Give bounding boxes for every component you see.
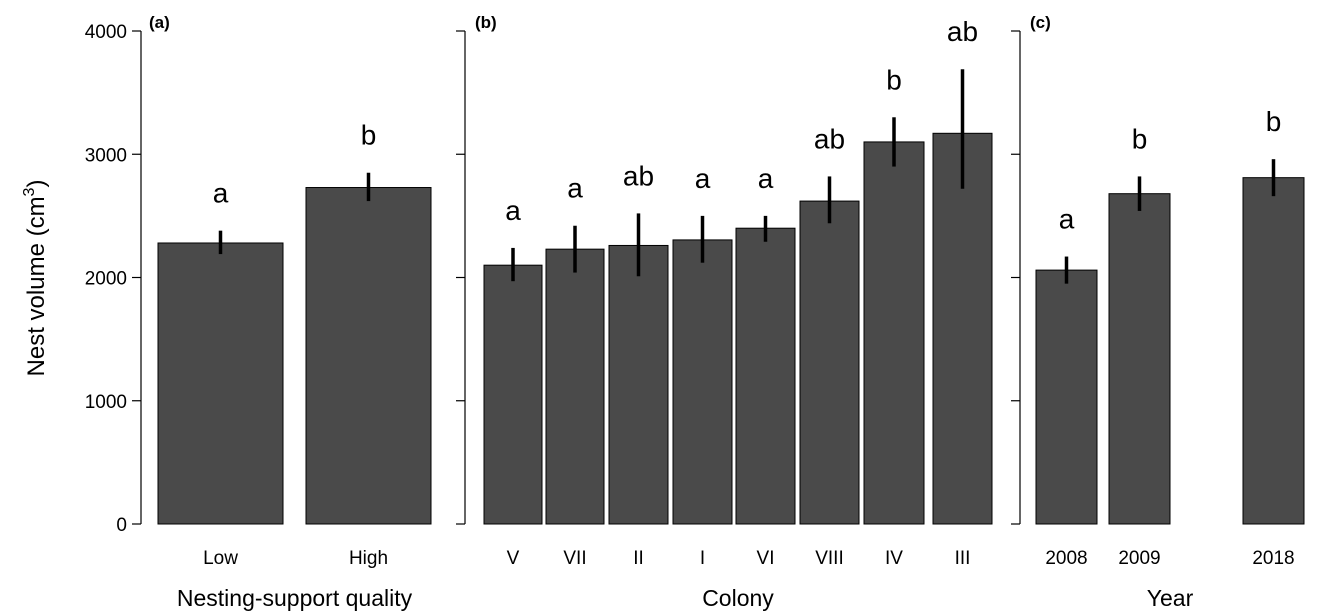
bar: [608, 244, 669, 525]
x-tick-label: II: [633, 548, 644, 569]
x-tick-label: VII: [563, 548, 586, 569]
significance-letter: ab: [814, 123, 845, 154]
bar: [799, 200, 860, 525]
significance-letter: b: [1266, 106, 1282, 137]
y-tick-label: 0: [116, 515, 127, 536]
significance-letter: a: [567, 173, 583, 204]
bar: [1242, 177, 1305, 525]
x-tick-label: I: [700, 548, 705, 569]
bar: [1108, 193, 1171, 525]
x-tick-label: III: [955, 548, 971, 569]
bar: [863, 141, 925, 525]
bar: [157, 242, 284, 525]
panel-label: (c): [1030, 13, 1051, 32]
y-tick-label: 2000: [85, 269, 127, 290]
x-tick-label: Low: [203, 548, 238, 569]
significance-letter: a: [1059, 204, 1075, 235]
significance-letter: ab: [947, 16, 978, 47]
x-tick-label: 2018: [1252, 548, 1294, 569]
significance-letter: a: [213, 178, 229, 209]
y-tick-label: 3000: [85, 145, 127, 166]
significance-letter: a: [505, 195, 521, 226]
bar: [483, 264, 543, 525]
x-axis-label: Year: [1147, 585, 1194, 611]
x-tick-label: High: [349, 548, 388, 569]
significance-letter: b: [361, 120, 377, 151]
significance-letter: b: [1132, 123, 1148, 154]
panel-label: (a): [149, 13, 170, 32]
y-tick-label: 4000: [85, 22, 127, 43]
x-tick-label: VI: [757, 548, 775, 569]
x-tick-label: 2008: [1045, 548, 1087, 569]
x-axis-label: Colony: [702, 585, 774, 611]
significance-letter: a: [695, 163, 711, 194]
y-tick-label: 1000: [85, 392, 127, 413]
significance-letter: a: [758, 163, 774, 194]
bar: [735, 227, 796, 525]
significance-letter: b: [886, 64, 902, 95]
x-tick-label: IV: [885, 548, 903, 569]
x-tick-label: VIII: [815, 548, 844, 569]
significance-letter: ab: [623, 160, 654, 191]
bar: [932, 132, 993, 525]
x-axis-label: Nesting-support quality: [177, 585, 413, 611]
bar: [1035, 269, 1098, 525]
bar: [672, 239, 733, 525]
panel-label: (b): [475, 13, 497, 32]
y-axis-label: Nest volume (cm3): [21, 180, 50, 377]
x-tick-label: 2009: [1118, 548, 1160, 569]
bar: [545, 248, 605, 525]
x-tick-label: V: [507, 548, 520, 569]
bar: [305, 187, 432, 525]
